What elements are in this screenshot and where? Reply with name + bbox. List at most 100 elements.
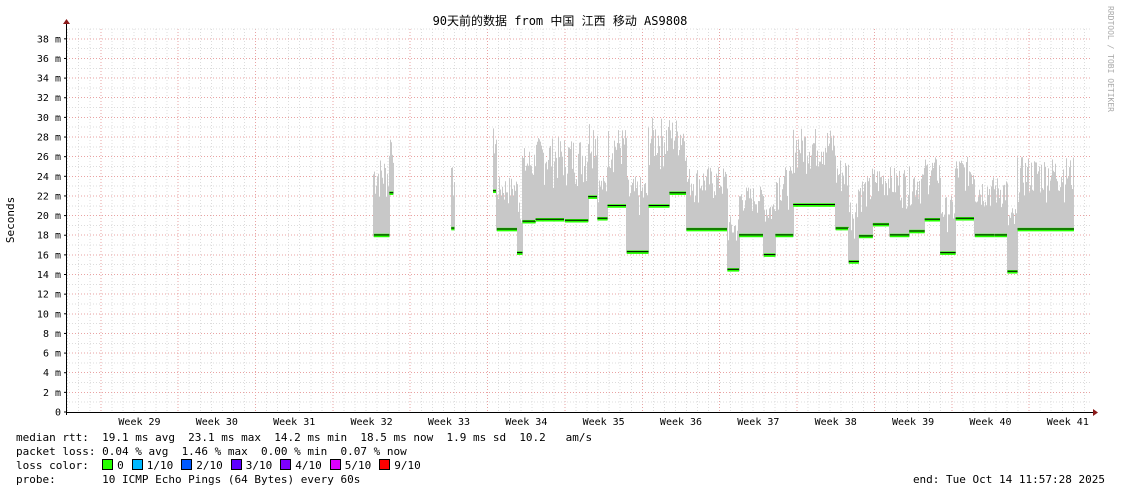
median-loss-band	[588, 195, 598, 199]
median-loss-band	[648, 204, 670, 208]
x-tick-label: Week 37	[737, 417, 779, 428]
median-loss-band	[373, 233, 390, 238]
loss-color-item: 9/10	[379, 459, 421, 472]
loss-color-item: 0	[102, 459, 124, 472]
y-tick-labels: 0 2 m 4 m 6 m 8 m 10 m 12 m 14 m 16 m 18 m 20 m 22 …	[37, 34, 61, 418]
median-loss-band	[1007, 270, 1018, 274]
loss-color-swatch	[102, 459, 114, 470]
y-tick-label: 26 m	[37, 152, 61, 163]
loss-color-label: loss color:	[16, 459, 89, 472]
y-tick-label: 20 m	[37, 211, 61, 222]
grid	[66, 28, 1091, 412]
y-tick-label: 6 m	[43, 349, 61, 360]
x-tick-labels: Week 29 Week 30 Week 31 Week 32 Week 33 Week …	[118, 417, 1088, 428]
loss-color-item: 1/10	[131, 459, 174, 472]
median-loss-band	[994, 233, 1008, 238]
loss-color-item: 5/10	[329, 459, 372, 472]
loss-color-swatch	[230, 459, 242, 470]
end-time: end: Tue Oct 14 11:57:28 2025	[912, 473, 1105, 486]
y-tick-label: 24 m	[37, 172, 61, 183]
loss-color-label: 0	[117, 459, 124, 472]
median-loss-band	[848, 260, 859, 264]
x-tick-label: Week 29	[118, 417, 160, 428]
median-loss-band	[607, 204, 627, 208]
median-loss-band	[775, 233, 794, 238]
loss-color-swatch	[280, 459, 292, 470]
median-loss-band	[597, 217, 608, 221]
x-tick-label: Week 32	[350, 417, 392, 428]
loss-color-item: 2/10	[181, 459, 223, 472]
y-tick-label: 22 m	[37, 191, 61, 202]
loss-color-items: 0 1/10 2/10 3/10 4/10 5/10 9/10	[102, 459, 429, 472]
y-tick-label: 28 m	[37, 133, 61, 144]
median-loss-band	[493, 189, 497, 194]
median-loss-band	[793, 203, 836, 207]
median-loss-band	[626, 250, 649, 254]
median-loss-band	[763, 253, 776, 257]
y-tick-label: 4 m	[43, 368, 61, 379]
median-loss-band	[522, 219, 536, 224]
median-loss-band	[389, 191, 394, 196]
loss-color-label: 9/10	[394, 459, 421, 472]
median-loss-band	[451, 226, 455, 231]
median-loss-band	[1017, 227, 1074, 232]
loss-color-item: 3/10	[230, 459, 273, 472]
median-loss-band	[669, 191, 687, 196]
median-loss-band	[940, 251, 956, 255]
median-loss-band	[496, 227, 517, 232]
loss-color-label: 5/10	[344, 459, 372, 472]
x-tick-label: Week 35	[583, 417, 625, 428]
median-loss-band	[739, 233, 764, 238]
axes	[63, 19, 1098, 416]
x-axis-arrow	[1093, 409, 1098, 416]
y-tick-label: 12 m	[37, 290, 61, 301]
loss-color-label: 4/10	[295, 459, 322, 472]
median-loss-band	[955, 217, 975, 221]
probe-info: probe: 10 ICMP Echo Pings (64 Bytes) eve…	[16, 473, 361, 486]
x-tick-label: Week 31	[273, 417, 315, 428]
y-tick-label: 36 m	[37, 54, 61, 65]
y-tick-label: 18 m	[37, 231, 61, 242]
median-loss-band	[727, 268, 740, 272]
y-tick-label: 38 m	[37, 34, 61, 45]
y-tick-label: 34 m	[37, 74, 61, 85]
y-tick-label: 0	[55, 408, 61, 419]
loss-color-legend: loss color: 0 1/10 2/10 3/10 4/10 5/10 9/10	[16, 459, 429, 472]
y-axis-arrow	[63, 19, 70, 24]
median-loss-band	[535, 218, 565, 222]
x-tick-label: Week 41	[1047, 417, 1089, 428]
chart-title: 90天前的数据 from 中国 江西 移动 AS9808	[433, 13, 688, 28]
rrdtool-watermark: RRDTOOL / TOBI OETIKER	[1106, 6, 1115, 112]
median-loss-band	[517, 251, 523, 255]
y-tick-label: 14 m	[37, 270, 61, 281]
y-tick-label: 2 m	[43, 388, 61, 399]
x-tick-label: Week 30	[196, 417, 238, 428]
median-loss-band	[889, 233, 910, 238]
median-loss-band	[974, 233, 995, 238]
y-tick-label: 32 m	[37, 93, 61, 104]
loss-color-item: 4/10	[280, 459, 322, 472]
y-tick-label: 30 m	[37, 113, 61, 124]
loss-color-swatch	[379, 459, 391, 470]
x-tick-label: Week 34	[505, 417, 547, 428]
x-tick-label: Week 36	[660, 417, 702, 428]
median-loss-band	[909, 229, 925, 234]
loss-color-label: 1/10	[146, 459, 174, 472]
y-tick-label: 10 m	[37, 309, 61, 320]
median-loss-band	[564, 219, 589, 223]
loss-color-label: 3/10	[245, 459, 273, 472]
x-tick-label: Week 40	[969, 417, 1011, 428]
median-loss-band	[835, 226, 849, 231]
y-axis-label: Seconds	[4, 197, 17, 243]
loss-color-swatch	[131, 459, 143, 470]
y-tick-label: 16 m	[37, 250, 61, 261]
loss-color-label: 2/10	[196, 459, 223, 472]
median-loss-band	[686, 227, 728, 232]
median-loss-band	[858, 234, 873, 239]
plot-area	[373, 117, 1074, 274]
median-loss-band	[924, 218, 941, 222]
x-tick-label: Week 33	[428, 417, 470, 428]
median-rtt-stats: median rtt: 19.1 ms avg 23.1 ms max 14.2…	[16, 431, 593, 444]
x-tick-label: Week 38	[815, 417, 857, 428]
